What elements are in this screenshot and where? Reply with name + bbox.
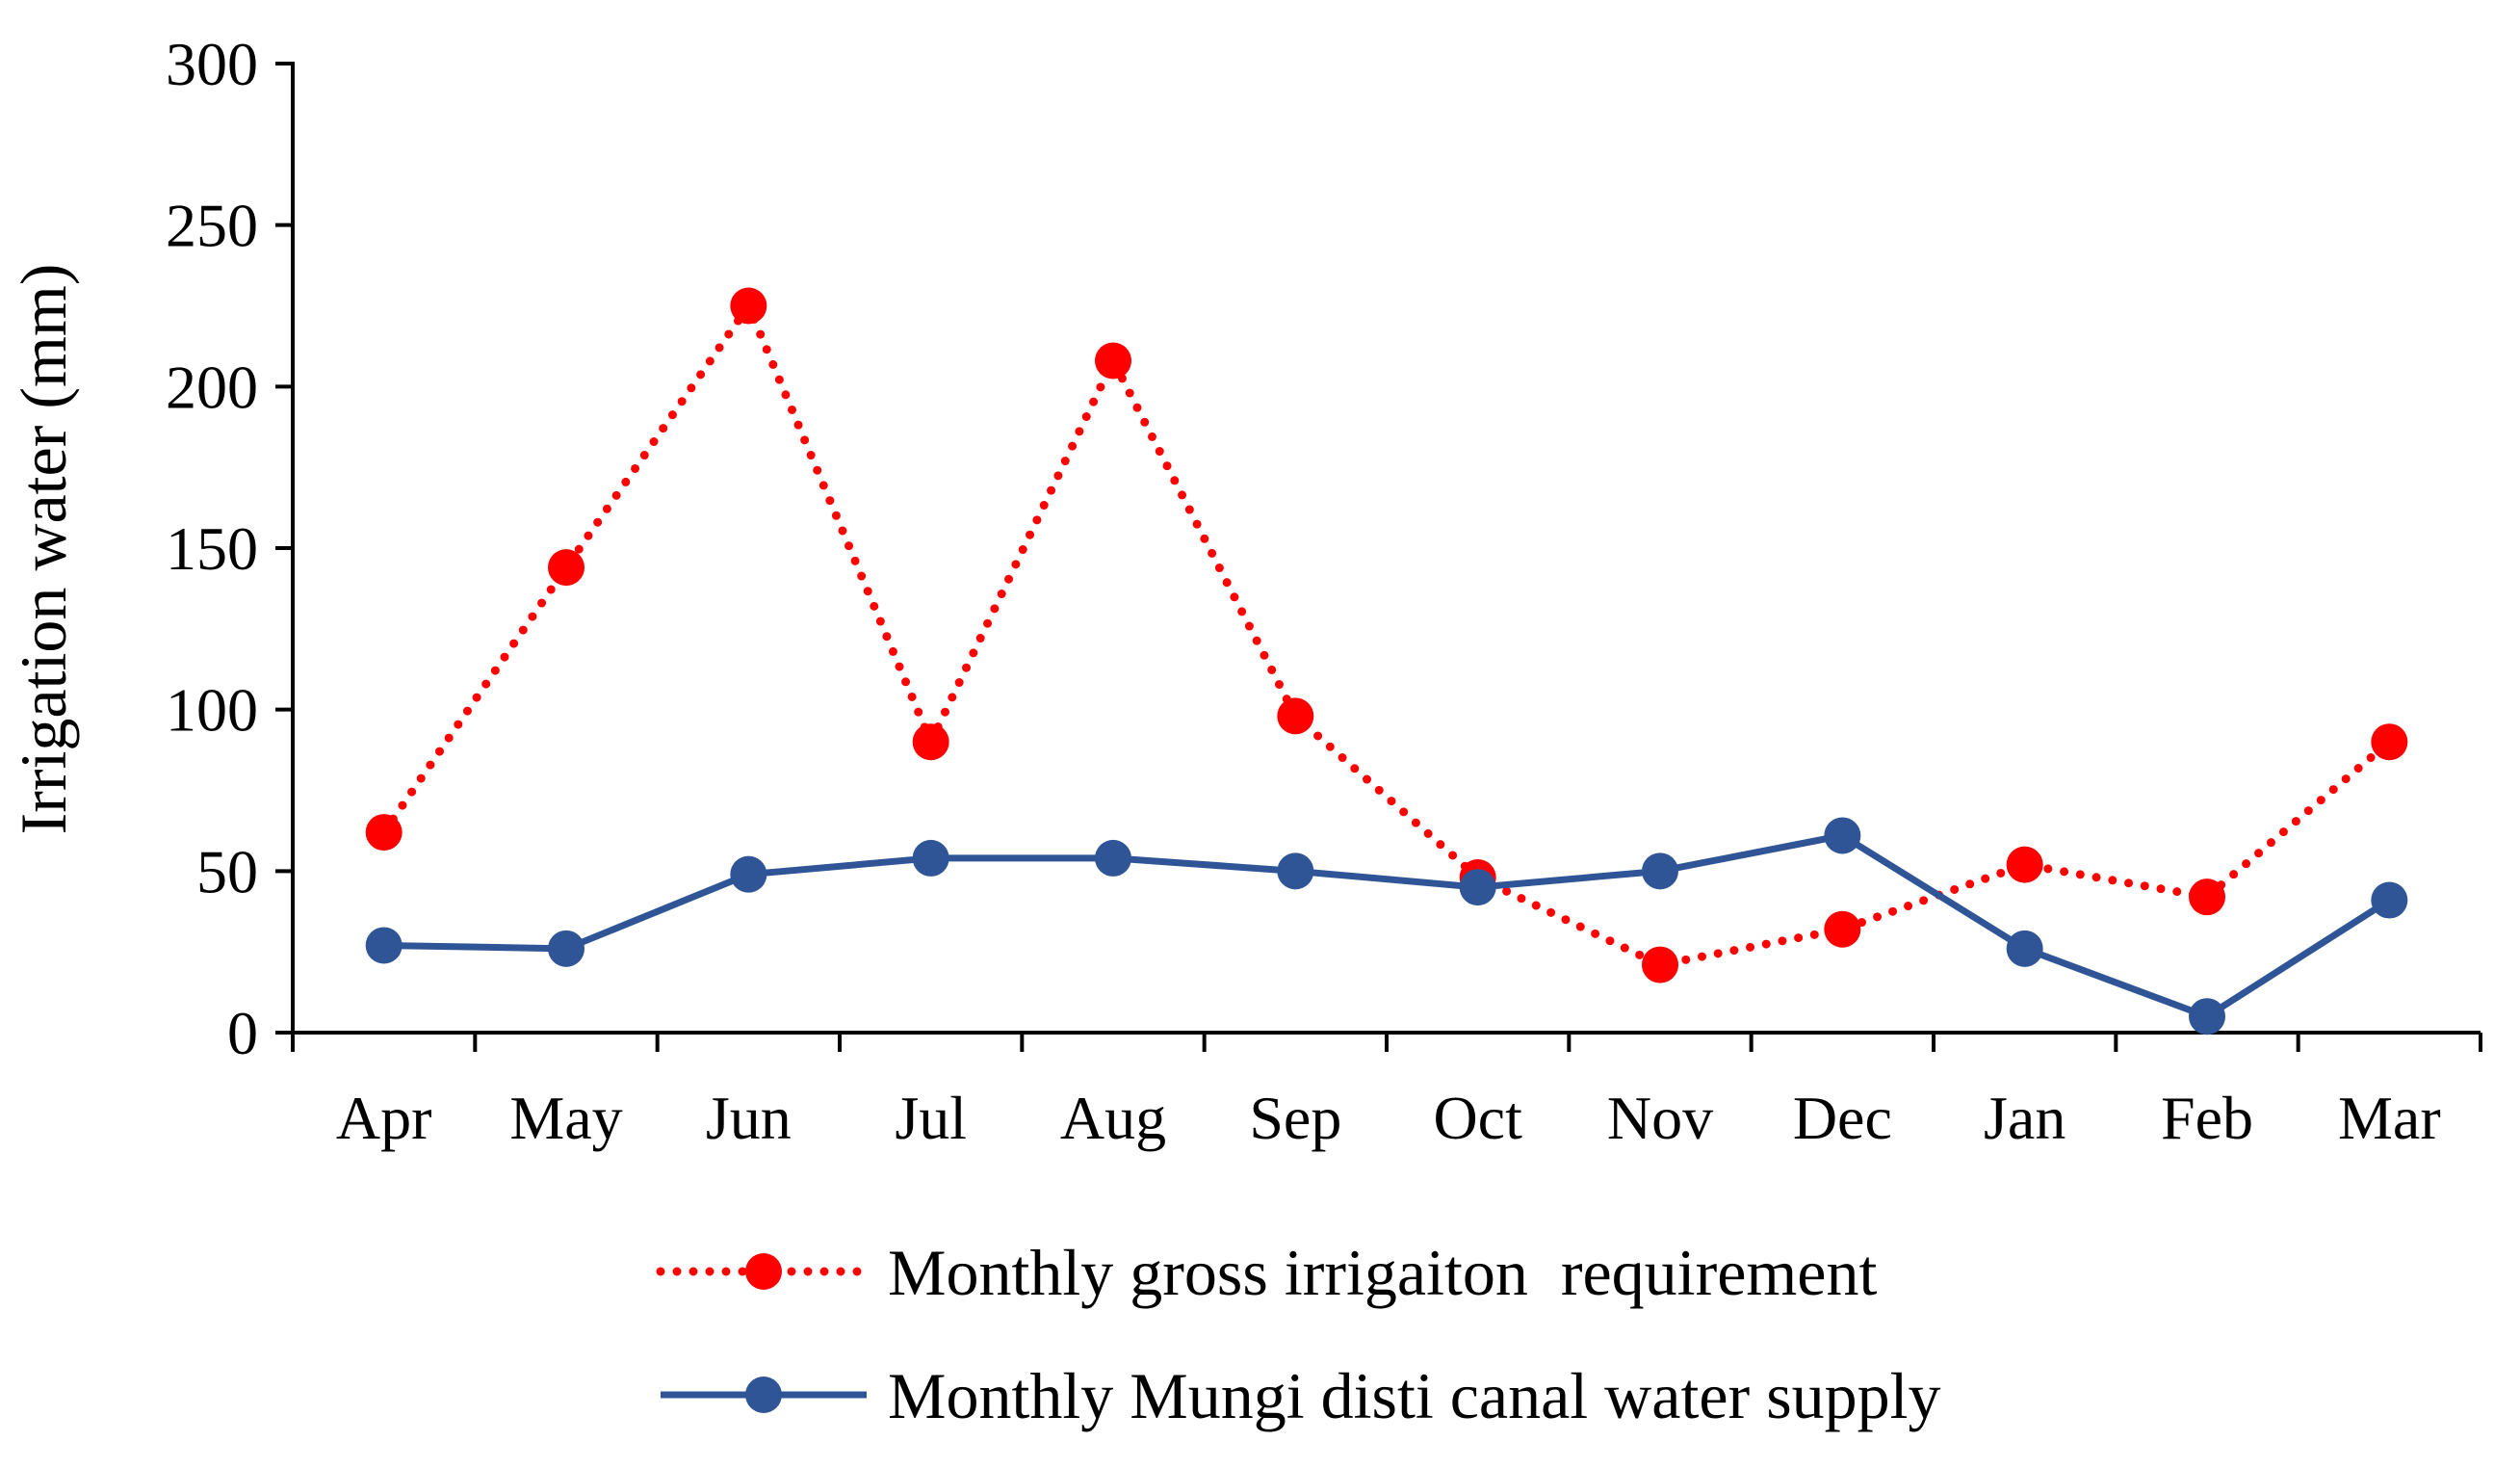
data-point <box>1642 946 1678 983</box>
series-layer <box>365 287 2408 1035</box>
data-point <box>2006 846 2043 883</box>
x-tick-label: Jun <box>706 1084 792 1152</box>
series-line <box>383 831 2392 1020</box>
data-point <box>1095 839 1131 877</box>
x-tick-label: Sep <box>1249 1084 1341 1152</box>
x-ticks: Apr May Jun Jul Aug Sep Oct Nov Dec Jan Feb Mar <box>291 1033 2482 1152</box>
x-tick-label: Jan <box>1984 1084 2065 1152</box>
data-point <box>2189 998 2225 1035</box>
data-point <box>730 287 767 325</box>
data-point <box>1642 852 1678 890</box>
x-tick-label: Oct <box>1433 1084 1522 1152</box>
x-tick-label: Jul <box>895 1084 967 1152</box>
plot-area: 0 50 100 150 200 250 300 Apr May Jun Jul Aug Sep Oct… <box>166 30 2482 1152</box>
series-requirement <box>365 287 2408 983</box>
data-point <box>548 930 585 967</box>
x-tick-label: Feb <box>2161 1084 2253 1152</box>
data-point <box>1824 817 1861 854</box>
data-point <box>1824 910 1861 948</box>
x-tick-label: Aug <box>1060 1084 1166 1152</box>
y-tick-label: 50 <box>196 837 258 905</box>
y-tick-label: 0 <box>227 999 258 1067</box>
data-point <box>365 814 403 852</box>
data-point <box>2006 930 2043 967</box>
data-point <box>1459 869 1496 906</box>
legend-entry: Monthly Mungi disti canal water supply <box>661 1359 1941 1432</box>
y-tick-label: 100 <box>166 676 258 745</box>
y-ticks: 0 50 100 150 200 250 300 <box>166 30 293 1067</box>
x-tick-label: Dec <box>1793 1084 1892 1152</box>
x-tick-label: Mar <box>2338 1084 2441 1152</box>
data-point <box>1277 697 1314 735</box>
data-point <box>1277 852 1314 890</box>
y-tick-label: 300 <box>166 30 258 98</box>
data-point <box>2371 881 2408 919</box>
data-point <box>2371 723 2408 761</box>
data-point <box>912 723 949 761</box>
legend-entry: Monthly gross irrigaiton requirement <box>656 1236 1877 1309</box>
series-line <box>379 297 2394 970</box>
y-tick-label: 250 <box>166 192 258 260</box>
x-tick-label: Apr <box>336 1084 432 1152</box>
series-supply <box>365 817 2408 1035</box>
data-point <box>2189 878 2225 916</box>
data-point <box>730 855 767 893</box>
legend: Monthly gross irrigaiton requirement Mont… <box>656 1236 1941 1432</box>
legend-label: Monthly gross irrigaiton requirement <box>888 1236 1877 1309</box>
y-tick-label: 150 <box>166 514 258 583</box>
y-tick-label: 200 <box>166 353 258 421</box>
data-point <box>548 549 585 587</box>
x-tick-label: Nov <box>1607 1084 1713 1152</box>
legend-marker <box>745 1253 782 1290</box>
legend-label: Monthly Mungi disti canal water supply <box>888 1359 1941 1432</box>
data-point <box>1095 342 1131 380</box>
x-tick-label: May <box>509 1084 622 1152</box>
y-axis-title: Irrigation water (mm) <box>7 264 80 835</box>
data-point <box>912 839 949 877</box>
legend-marker <box>745 1376 782 1413</box>
data-point <box>365 927 403 964</box>
